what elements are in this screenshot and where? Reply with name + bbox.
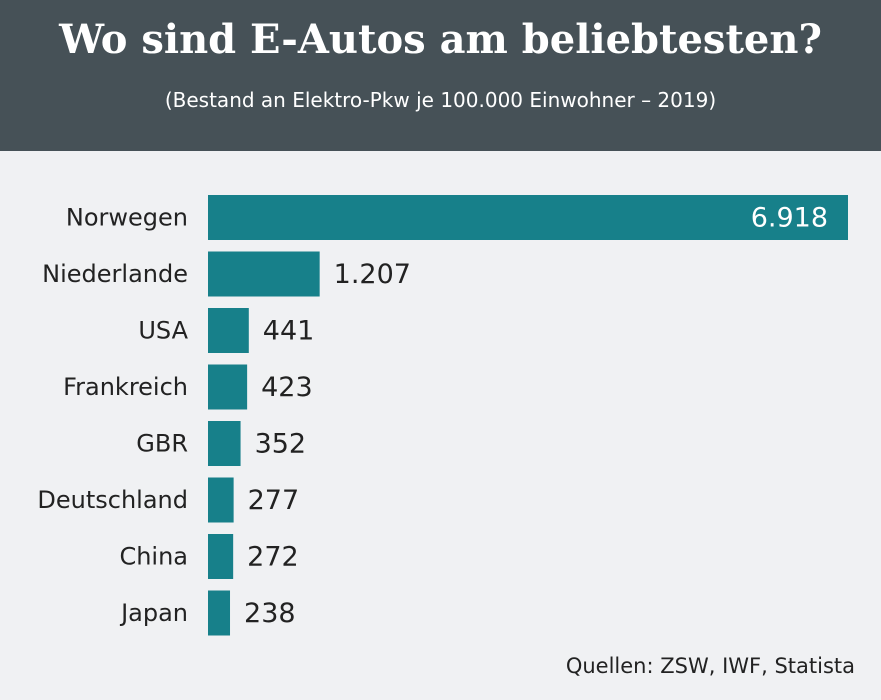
bar <box>208 590 231 636</box>
category-label: Deutschland <box>37 486 188 514</box>
chart-subtitle: (Bestand an Elektro-Pkw je 100.000 Einwo… <box>164 88 717 112</box>
category-label: Norwegen <box>66 204 188 232</box>
bar <box>208 421 241 466</box>
category-label: Frankreich <box>63 373 188 401</box>
category-label: Japan <box>119 599 188 627</box>
value-label: 6.918 <box>751 203 828 234</box>
header-banner: Wo sind E-Autos am beliebtesten? (Bestan… <box>0 0 881 151</box>
value-label: 1.207 <box>334 259 411 290</box>
chart-title: Wo sind E-Autos am beliebtesten? <box>59 16 822 63</box>
category-label: GBR <box>136 430 188 458</box>
value-label: 423 <box>261 372 313 403</box>
value-label: 238 <box>244 598 296 629</box>
category-label: Niederlande <box>42 260 188 288</box>
bar <box>208 477 234 523</box>
value-label: 277 <box>248 485 300 516</box>
source-note: Quellen: ZSW, IWF, Statista <box>565 654 855 678</box>
value-label: 441 <box>263 316 315 347</box>
category-label: China <box>119 543 188 571</box>
bar <box>208 308 249 353</box>
bar <box>208 195 848 240</box>
value-label: 272 <box>247 542 299 573</box>
value-label: 352 <box>255 429 307 460</box>
bar <box>208 251 320 297</box>
bar <box>208 534 234 579</box>
category-label: USA <box>138 317 188 345</box>
bar <box>208 364 248 410</box>
